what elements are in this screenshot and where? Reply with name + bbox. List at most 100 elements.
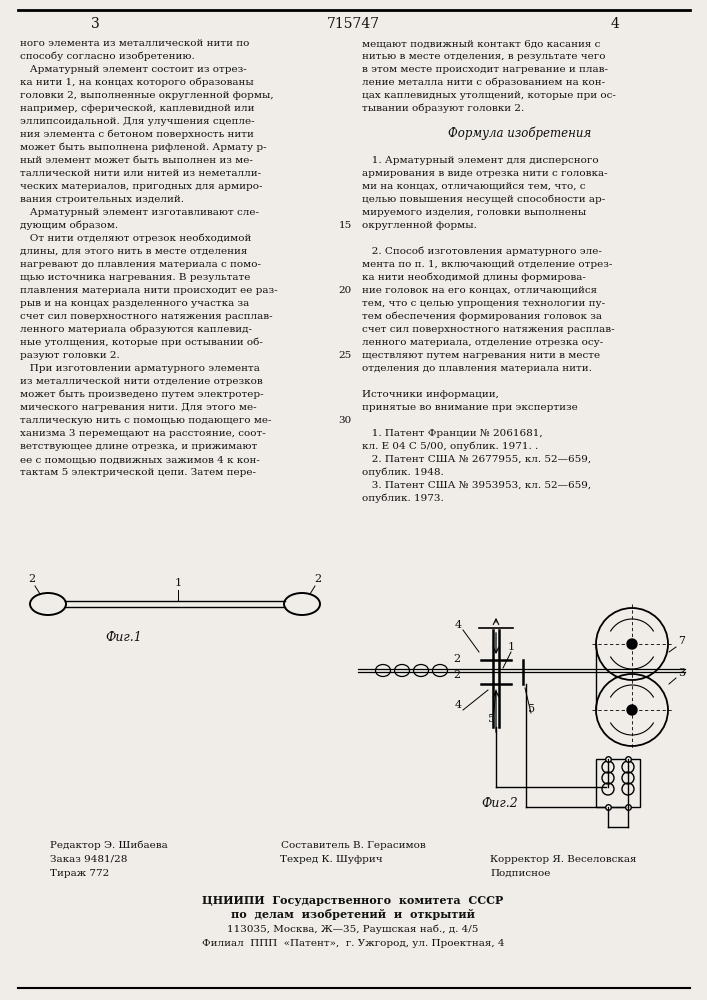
Text: длины, для этого нить в месте отделения: длины, для этого нить в месте отделения xyxy=(20,247,247,256)
Text: ка нити необходимой длины формирова-: ка нити необходимой длины формирова- xyxy=(362,272,586,282)
Text: 4: 4 xyxy=(455,700,462,710)
Text: отделения до плавления материала нити.: отделения до плавления материала нити. xyxy=(362,364,592,373)
Bar xyxy=(596,759,640,807)
Text: Подписное: Подписное xyxy=(490,869,550,878)
Text: 5: 5 xyxy=(528,704,535,714)
Circle shape xyxy=(627,705,637,715)
Text: 2: 2 xyxy=(315,574,322,584)
Text: нагревают до плавления материала с помо-: нагревают до плавления материала с помо- xyxy=(20,260,261,269)
Text: принятые во внимание при экспертизе: принятые во внимание при экспертизе xyxy=(362,403,578,412)
Text: ление металла нити с образованием на кон-: ление металла нити с образованием на кон… xyxy=(362,78,605,87)
Text: ный элемент может быть выполнен из ме-: ный элемент может быть выполнен из ме- xyxy=(20,156,253,165)
Text: может быть выполнена рифленой. Армату р-: может быть выполнена рифленой. Армату р- xyxy=(20,142,267,152)
Text: мируемого изделия, головки выполнены: мируемого изделия, головки выполнены xyxy=(362,208,586,217)
Text: 1: 1 xyxy=(508,642,515,652)
Text: 20: 20 xyxy=(339,286,352,295)
Text: цах каплевидных утолщений, которые при ос-: цах каплевидных утолщений, которые при о… xyxy=(362,91,616,100)
Text: 30: 30 xyxy=(339,416,352,425)
Text: ного элемента из металлической нити по: ного элемента из металлической нити по xyxy=(20,39,250,48)
Text: вания строительных изделий.: вания строительных изделий. xyxy=(20,195,184,204)
Text: Редактор Э. Шибаева: Редактор Э. Шибаева xyxy=(50,840,168,850)
Text: головки 2, выполненные округленной формы,: головки 2, выполненные округленной формы… xyxy=(20,91,274,100)
Text: ми на концах, отличающийся тем, что, с: ми на концах, отличающийся тем, что, с xyxy=(362,182,585,191)
Text: Составитель В. Герасимов: Составитель В. Герасимов xyxy=(281,841,426,850)
Text: 2: 2 xyxy=(453,670,460,680)
Text: 15: 15 xyxy=(339,221,352,230)
Text: ханизма 3 перемещают на расстояние, соот-: ханизма 3 перемещают на расстояние, соот… xyxy=(20,429,266,438)
Text: ее с помощью подвижных зажимов 4 к кон-: ее с помощью подвижных зажимов 4 к кон- xyxy=(20,455,260,464)
Text: ществляют путем нагревания нити в месте: ществляют путем нагревания нити в месте xyxy=(362,351,600,360)
Text: 113035, Москва, Ж—35, Раушская наб., д. 4/5: 113035, Москва, Ж—35, Раушская наб., д. … xyxy=(228,924,479,934)
Text: армирования в виде отрезка нити с головка-: армирования в виде отрезка нити с головк… xyxy=(362,169,607,178)
Text: по  делам  изобретений  и  открытий: по делам изобретений и открытий xyxy=(231,909,475,920)
Text: ка нити 1, на концах которого образованы: ка нити 1, на концах которого образованы xyxy=(20,78,254,87)
Text: тем обеспечения формирования головок за: тем обеспечения формирования головок за xyxy=(362,312,602,321)
Text: 2: 2 xyxy=(28,574,35,584)
Text: например, сферической, каплевидной или: например, сферической, каплевидной или xyxy=(20,104,255,113)
Text: ния элемента с бетоном поверхность нити: ния элемента с бетоном поверхность нити xyxy=(20,129,254,139)
Text: опублик. 1973.: опублик. 1973. xyxy=(362,493,444,503)
Text: ние головок на его концах, отличающийся: ние головок на его концах, отличающийся xyxy=(362,286,597,295)
Text: разуют головки 2.: разуют головки 2. xyxy=(20,351,119,360)
Text: целью повышения несущей способности ар-: целью повышения несущей способности ар- xyxy=(362,194,605,204)
Text: таллической нити или нитей из неметалли-: таллической нити или нитей из неметалли- xyxy=(20,169,261,178)
Text: 1. Арматурный элемент для дисперсного: 1. Арматурный элемент для дисперсного xyxy=(362,156,599,165)
Text: Заказ 9481/28: Заказ 9481/28 xyxy=(50,855,127,864)
Text: 2: 2 xyxy=(453,654,460,664)
Text: нитью в месте отделения, в результате чего: нитью в месте отделения, в результате че… xyxy=(362,52,605,61)
Text: 1. Патент Франции № 2061681,: 1. Патент Франции № 2061681, xyxy=(362,429,543,438)
Text: дующим образом.: дующим образом. xyxy=(20,221,118,230)
Text: из металлической нити отделение отрезков: из металлической нити отделение отрезков xyxy=(20,377,263,386)
Text: 2. Патент США № 2677955, кл. 52—659,: 2. Патент США № 2677955, кл. 52—659, xyxy=(362,455,591,464)
Text: мещают подвижный контакт 6до касания с: мещают подвижный контакт 6до касания с xyxy=(362,39,600,48)
Text: 1: 1 xyxy=(175,578,182,588)
Text: Арматурный элемент состоит из отрез-: Арматурный элемент состоит из отрез- xyxy=(20,65,247,74)
Circle shape xyxy=(627,639,637,649)
Text: 3: 3 xyxy=(678,668,685,678)
Text: Корректор Я. Веселовская: Корректор Я. Веселовская xyxy=(490,855,636,864)
Text: счет сил поверхностного натяжения расплав-: счет сил поверхностного натяжения распла… xyxy=(20,312,273,321)
Text: кл. Е 04 С 5/00, опублик. 1971. .: кл. Е 04 С 5/00, опублик. 1971. . xyxy=(362,442,538,451)
Text: мента по п. 1, включающий отделение отрез-: мента по п. 1, включающий отделение отре… xyxy=(362,260,612,269)
Text: 3: 3 xyxy=(90,17,100,31)
Text: 3. Патент США № 3953953, кл. 52—659,: 3. Патент США № 3953953, кл. 52—659, xyxy=(362,481,591,490)
Text: щью источника нагревания. В результате: щью источника нагревания. В результате xyxy=(20,273,250,282)
Text: Тираж 772: Тираж 772 xyxy=(50,869,110,878)
Text: Филиал  ППП  «Патент»,  г. Ужгород, ул. Проектная, 4: Филиал ППП «Патент», г. Ужгород, ул. Про… xyxy=(201,939,504,948)
Text: счет сил поверхностного натяжения расплав-: счет сил поверхностного натяжения распла… xyxy=(362,325,614,334)
Text: тем, что с целью упрощения технологии пу-: тем, что с целью упрощения технологии пу… xyxy=(362,299,605,308)
Text: Фиг.1: Фиг.1 xyxy=(105,631,141,644)
Text: ленного материала образуются каплевид-: ленного материала образуются каплевид- xyxy=(20,324,252,334)
Text: ческих материалов, пригодных для армиро-: ческих материалов, пригодных для армиро- xyxy=(20,182,262,191)
Text: Арматурный элемент изготавливают сле-: Арматурный элемент изготавливают сле- xyxy=(20,208,259,217)
Text: опублик. 1948.: опублик. 1948. xyxy=(362,468,444,477)
Text: может быть произведено путем электротер-: может быть произведено путем электротер- xyxy=(20,389,264,399)
Text: тактам 5 электрической цепи. Затем пере-: тактам 5 электрической цепи. Затем пере- xyxy=(20,468,256,477)
Text: 5: 5 xyxy=(488,714,495,724)
Text: Техред К. Шуфрич: Техред К. Шуфрич xyxy=(280,855,382,864)
Text: При изготовлении арматурного элемента: При изготовлении арматурного элемента xyxy=(20,364,260,373)
Text: ветствующее длине отрезка, и прижимают: ветствующее длине отрезка, и прижимают xyxy=(20,442,257,451)
Text: Формула изобретения: Формула изобретения xyxy=(448,126,592,140)
Text: ЦНИИПИ  Государственного  комитета  СССР: ЦНИИПИ Государственного комитета СССР xyxy=(202,895,503,906)
Text: 715747: 715747 xyxy=(327,17,380,31)
Text: 25: 25 xyxy=(339,351,352,360)
Text: эллипсоидальной. Для улучшения сцепле-: эллипсоидальной. Для улучшения сцепле- xyxy=(20,117,255,126)
Text: Источники информации,: Источники информации, xyxy=(362,390,499,399)
Text: плавления материала нити происходит ее раз-: плавления материала нити происходит ее р… xyxy=(20,286,278,295)
Text: способу согласно изобретению.: способу согласно изобретению. xyxy=(20,51,194,61)
Text: мического нагревания нити. Для этого ме-: мического нагревания нити. Для этого ме- xyxy=(20,403,257,412)
Text: таллическую нить с помощью подающего ме-: таллическую нить с помощью подающего ме- xyxy=(20,416,271,425)
Text: в этом месте происходит нагревание и плав-: в этом месте происходит нагревание и пла… xyxy=(362,65,608,74)
Text: 4: 4 xyxy=(455,620,462,630)
Text: 7: 7 xyxy=(678,636,685,646)
Text: округленной формы.: округленной формы. xyxy=(362,221,477,230)
Text: Фиг.2: Фиг.2 xyxy=(481,797,518,810)
Text: рыв и на концах разделенного участка за: рыв и на концах разделенного участка за xyxy=(20,299,250,308)
Text: От нити отделяют отрезок необходимой: От нити отделяют отрезок необходимой xyxy=(20,233,252,243)
Text: 2. Способ изготовления арматурного эле-: 2. Способ изготовления арматурного эле- xyxy=(362,246,602,256)
Text: ные утолщения, которые при остывании об-: ные утолщения, которые при остывании об- xyxy=(20,338,263,347)
Text: тывании образуют головки 2.: тывании образуют головки 2. xyxy=(362,104,525,113)
Text: 4: 4 xyxy=(611,17,619,31)
Text: ленного материала, отделение отрезка осу-: ленного материала, отделение отрезка осу… xyxy=(362,338,603,347)
